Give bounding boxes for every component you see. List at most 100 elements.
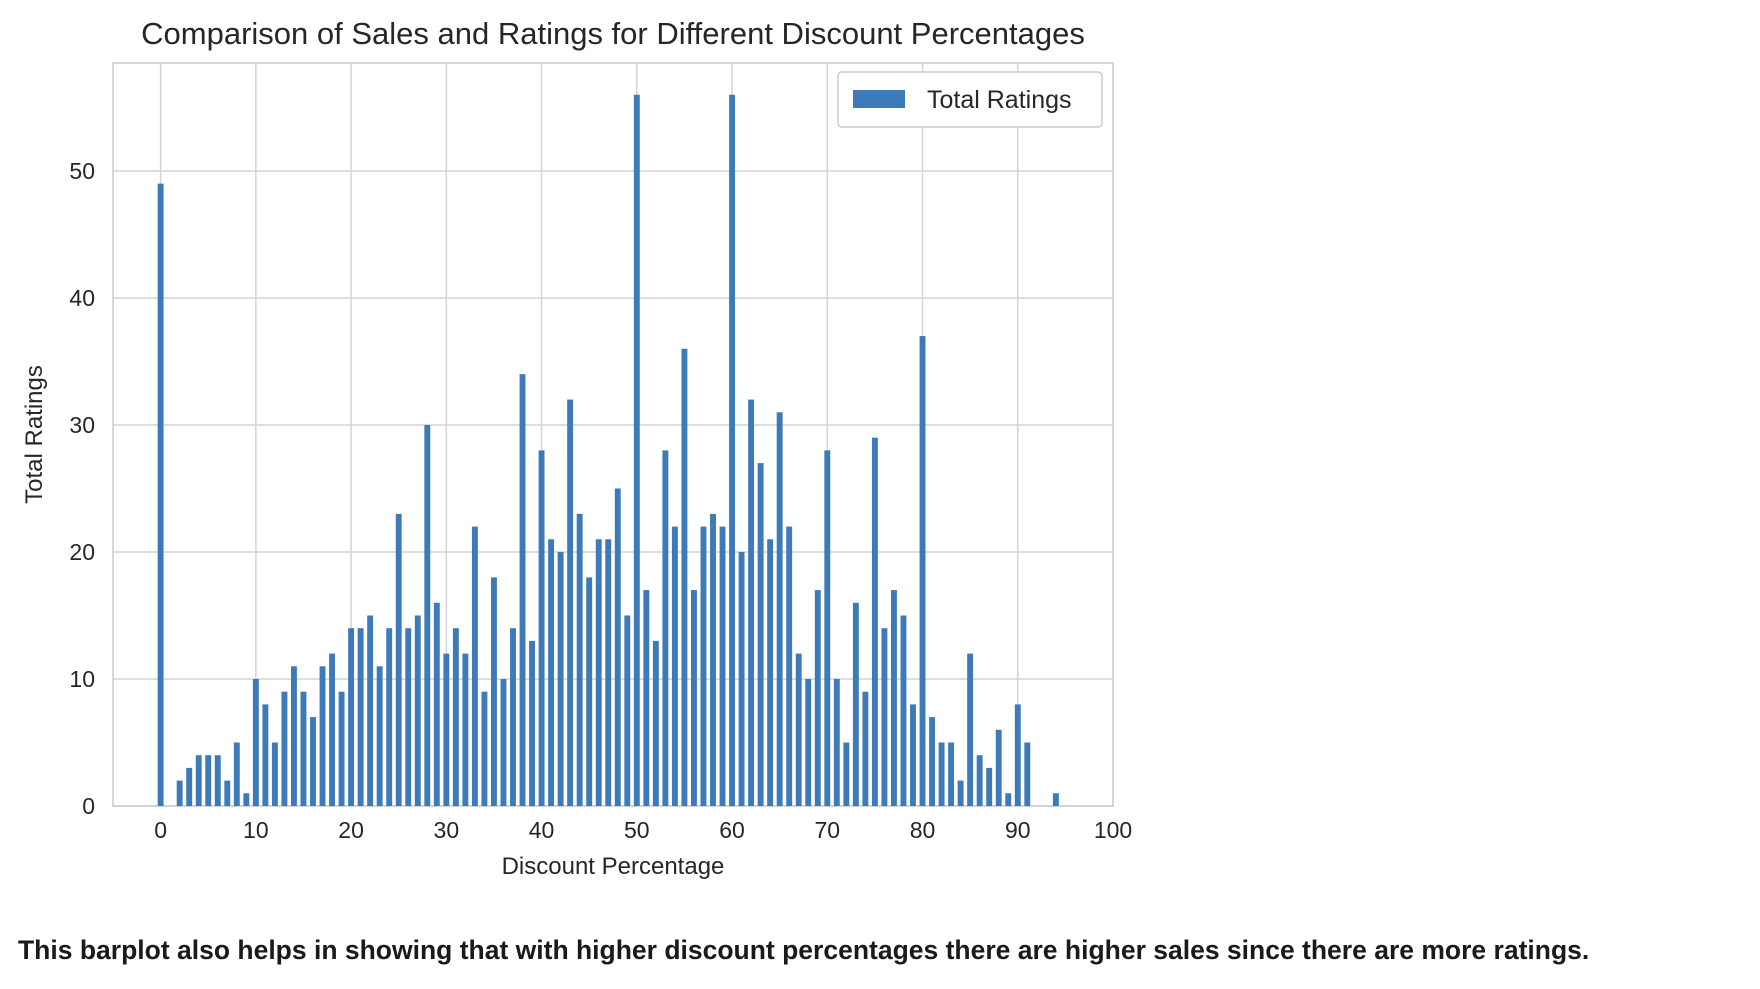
bar	[871, 437, 878, 806]
bar	[233, 742, 240, 806]
bar	[510, 628, 516, 806]
bar	[833, 678, 840, 806]
bar	[957, 780, 964, 806]
bar	[710, 513, 716, 806]
bar	[719, 526, 726, 806]
bar	[843, 742, 850, 806]
x-tick-label: 20	[338, 817, 364, 843]
bar	[176, 780, 183, 806]
bar	[529, 640, 535, 806]
bar	[824, 450, 831, 806]
bar	[310, 717, 316, 806]
x-axis-label: Discount Percentage	[502, 853, 725, 880]
bar	[681, 348, 688, 806]
bar	[471, 526, 478, 806]
bar	[491, 577, 497, 806]
bar	[967, 653, 974, 806]
bar	[205, 755, 212, 806]
bar	[300, 691, 307, 806]
bar	[214, 755, 221, 806]
bar	[414, 615, 421, 806]
x-tick-label: 40	[529, 817, 555, 843]
bar	[548, 539, 555, 806]
bar	[748, 399, 755, 806]
legend-swatch	[853, 90, 905, 108]
bar	[795, 653, 802, 806]
bar	[271, 742, 278, 806]
bar	[643, 590, 650, 806]
bar	[186, 767, 193, 806]
bar	[519, 374, 526, 806]
bar	[938, 742, 945, 806]
bar	[729, 94, 735, 806]
bar	[452, 628, 459, 806]
bar	[481, 691, 488, 806]
bar	[462, 653, 469, 806]
y-tick-label: 0	[82, 793, 95, 819]
y-tick-label: 20	[69, 539, 95, 565]
bar	[1014, 704, 1021, 806]
bar	[157, 183, 164, 806]
bar	[671, 526, 678, 806]
bar	[424, 424, 431, 806]
bar	[1005, 793, 1012, 806]
legend-box	[837, 71, 1103, 128]
bar	[881, 628, 888, 806]
grid-lines	[113, 63, 1114, 807]
bar	[786, 526, 793, 806]
bar	[262, 704, 269, 806]
bar	[357, 628, 364, 806]
bar	[852, 602, 859, 806]
bar	[605, 539, 612, 806]
x-tick-label: 50	[624, 817, 650, 843]
x-tick-label: 90	[1005, 817, 1031, 843]
bar	[633, 94, 640, 806]
bar	[338, 691, 345, 806]
bar	[224, 780, 231, 806]
bar	[652, 640, 659, 806]
bar	[700, 526, 707, 806]
bar	[433, 602, 440, 806]
bar	[776, 412, 783, 806]
bar	[281, 691, 288, 806]
bar	[986, 767, 993, 806]
y-axis-label: Total Ratings	[21, 365, 48, 504]
bars	[157, 94, 1059, 806]
bar	[329, 653, 335, 806]
bar	[500, 678, 507, 806]
x-tick-label: 0	[154, 817, 167, 843]
bar	[691, 590, 697, 806]
y-tick-label: 30	[69, 412, 95, 438]
bar	[805, 678, 812, 806]
bar	[929, 717, 935, 806]
bar	[576, 513, 583, 806]
bar	[367, 615, 374, 806]
chart-title: Comparison of Sales and Ratings for Diff…	[141, 16, 1085, 51]
bar	[662, 450, 669, 806]
legend: Total Ratings	[837, 71, 1103, 128]
x-tick-label: 80	[910, 817, 936, 843]
bar	[291, 666, 297, 806]
bar	[995, 729, 1002, 806]
plot-area-frame	[112, 62, 1114, 807]
bar	[614, 488, 621, 806]
bar	[195, 755, 202, 806]
bar	[814, 590, 821, 806]
x-tick-label: 30	[434, 817, 460, 843]
bar	[386, 628, 393, 806]
legend-entry: Total Ratings	[927, 86, 1072, 114]
bar	[900, 615, 907, 806]
bar	[1052, 793, 1059, 806]
x-tick-label: 100	[1094, 817, 1132, 843]
bar	[538, 450, 545, 806]
bar	[919, 336, 926, 806]
bar	[910, 704, 916, 806]
bar	[624, 615, 631, 806]
bar	[443, 653, 450, 806]
bar	[348, 628, 355, 806]
bar	[976, 755, 983, 806]
bar	[891, 590, 897, 806]
y-tick-label: 10	[69, 666, 95, 692]
y-tick-label: 50	[69, 158, 95, 184]
